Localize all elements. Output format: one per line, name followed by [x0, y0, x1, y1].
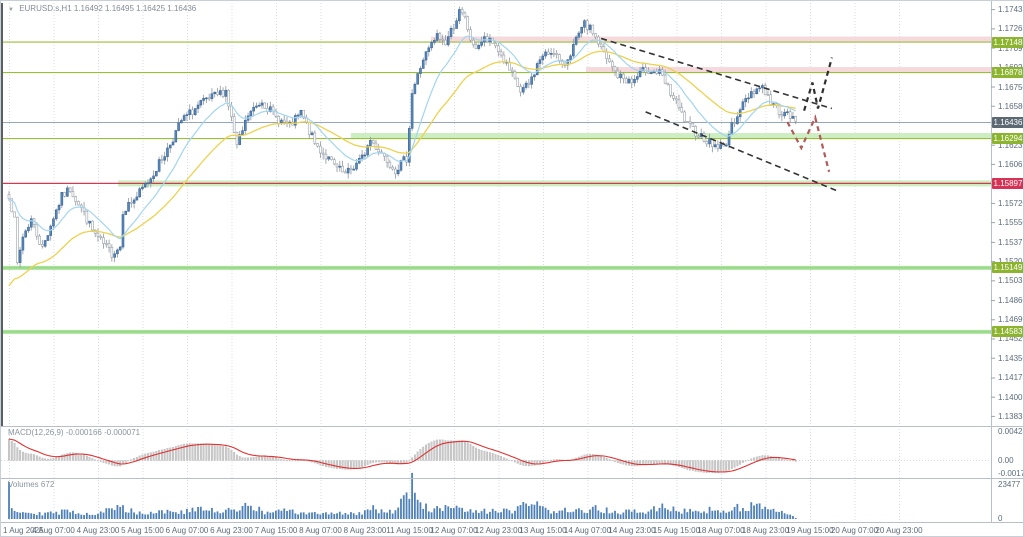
volume-current-value: 672	[40, 480, 55, 489]
time-label: 18 Aug 23:00	[741, 526, 790, 535]
time-label: 14 Aug 07:00	[563, 526, 612, 535]
volumes-indicator-label: Volumes 672	[8, 480, 55, 489]
level-price-badge: 1.15897	[992, 177, 1023, 189]
macd-signal-value: -0.000071	[104, 428, 141, 437]
price-tick-label: 1.14520	[998, 334, 1023, 344]
macd-tick-label: 0.00	[998, 456, 1014, 465]
level-price-badge: 1.17148	[992, 36, 1023, 48]
chart-symbol: EURUSD.s,H1	[19, 4, 72, 13]
time-label: 18 Aug 07:00	[697, 526, 745, 535]
chart-title: ▼ EURUSD.s,H1 1.16492 1.16495 1.16425 1.…	[8, 4, 196, 13]
time-label: 13 Aug 15:00	[519, 526, 567, 535]
price-tick-label: 1.15035	[998, 276, 1023, 286]
price-tick-label: 1.17095	[998, 43, 1023, 53]
price-tick-label: 1.16065	[998, 159, 1023, 169]
channel-upper-trendline[interactable]	[600, 37, 833, 110]
time-label: 19 Aug 15:00	[786, 526, 834, 535]
price-tick-label: 1.14005	[998, 392, 1023, 402]
price-tick-label: 1.15720	[998, 198, 1023, 208]
macd-tick-label: -0.001735	[998, 469, 1023, 478]
level-price-badge: 1.16878	[992, 67, 1023, 79]
price-tick-label: 1.17265	[998, 24, 1023, 34]
macd-tick-label: 0.004288	[998, 427, 1023, 436]
time-label: 20 Aug 23:00	[875, 526, 923, 535]
price-tick-label: 1.16235	[998, 140, 1023, 150]
channel-lower-trendline[interactable]	[645, 111, 838, 192]
price-tick-label: 1.17435	[998, 5, 1023, 15]
time-gridlines	[9, 3, 900, 522]
macd-main-value: -0.000166	[65, 428, 102, 437]
level-price-badge: 1.15149	[992, 262, 1023, 274]
price-tick-label: 1.15550	[998, 218, 1023, 228]
time-label: 7 Aug 15:00	[254, 526, 298, 535]
price-tick-label: 1.15375	[998, 237, 1023, 247]
time-label: 20 Aug 07:00	[830, 526, 879, 535]
volume-tick-label: 0	[998, 514, 1003, 523]
price-tick-label: 1.14690	[998, 315, 1023, 325]
level-band	[431, 36, 991, 43]
trend-objects	[600, 37, 838, 192]
time-label: 12 Aug 07:00	[430, 526, 478, 535]
bearish-projection-arrow[interactable]	[786, 114, 831, 173]
time-label: 4 Aug 23:00	[76, 526, 120, 535]
price-tick-label: 1.13835	[998, 411, 1023, 421]
macd-signal-line	[8, 438, 796, 473]
time-label: 12 Aug 23:00	[474, 526, 523, 535]
time-label: 11 Aug 15:00	[386, 526, 433, 535]
price-tick-label: 1.14860	[998, 296, 1023, 306]
pane-separators	[1, 1, 1023, 523]
price-tick-label: 1.14350	[998, 353, 1023, 363]
fast-ma-line	[8, 35, 796, 240]
price-levels	[1, 36, 991, 334]
level-price-badge: 1.16294	[992, 133, 1023, 145]
time-label: 5 Aug 15:00	[121, 526, 164, 535]
level-band	[351, 133, 991, 140]
time-label: 15 Aug 15:00	[652, 526, 701, 535]
bullish-projection-arrow[interactable]	[803, 57, 833, 112]
time-label: 1 Aug 2025	[3, 526, 44, 535]
current-price-badge: 1.16436	[992, 117, 1023, 128]
volume-pane	[8, 472, 797, 519]
time-label: 8 Aug 07:00	[299, 526, 342, 535]
price-tick-label: 1.16750	[998, 82, 1023, 92]
collapse-arrow-icon[interactable]: ▼	[8, 7, 14, 13]
time-label: 4 Aug 07:00	[32, 526, 75, 535]
macd-indicator-label: MACD(12,26,9) -0.000166 -0.000071	[8, 428, 141, 437]
time-label: 6 Aug 23:00	[210, 526, 253, 535]
level-band	[586, 67, 991, 74]
price-tick-label: 1.14175	[998, 373, 1023, 383]
time-label: 14 Aug 23:00	[608, 526, 656, 535]
level-price-badge: 1.14583	[992, 326, 1023, 338]
price-tick-label: 1.15205	[998, 257, 1023, 266]
chart-ohlc-values: 1.16492 1.16495 1.16425 1.16436	[73, 4, 197, 13]
slow-ma-line	[8, 50, 796, 287]
time-label: 8 Aug 23:00	[343, 526, 387, 535]
price-tick-label: 1.16580	[998, 101, 1023, 111]
macd-pane	[1, 438, 991, 473]
volume-tick-label: 23477	[998, 480, 1021, 489]
time-label: 6 Aug 07:00	[165, 526, 209, 535]
